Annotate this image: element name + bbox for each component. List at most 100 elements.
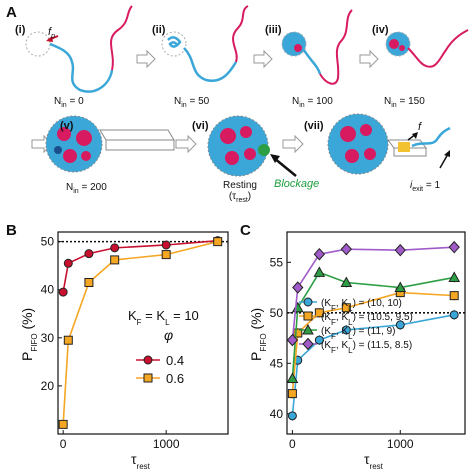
x-tick-label: 0: [60, 437, 67, 451]
legend-marker: [143, 373, 153, 383]
force-label: f: [418, 121, 422, 133]
data-point: [286, 372, 299, 383]
iexit-label: iexit = 1: [410, 180, 441, 193]
x-axis-label: τrest: [131, 451, 151, 471]
data-point: [110, 243, 120, 253]
series-line: [291, 271, 455, 379]
blockage-label: Blockage: [274, 178, 320, 190]
fp-label: fp: [48, 26, 55, 41]
y-tick-label: 20: [41, 379, 55, 393]
panel-a-letter: A: [6, 4, 17, 21]
nin-label-ii: Nin = 50: [174, 96, 210, 109]
panel-c-letter: C: [240, 222, 251, 239]
x-tick-label: 0: [289, 437, 296, 451]
polymer-step-vi: [207, 115, 297, 177]
data-point: [313, 247, 326, 261]
legend-label: (KF, KL) = (10, 10): [321, 298, 402, 313]
legend-entry-0: (KF, KL) = (10, 10): [299, 297, 402, 313]
series-0: [287, 309, 459, 421]
data-point: [395, 320, 405, 330]
plot-frame: [286, 231, 466, 435]
polymer-step-iii: [281, 9, 353, 85]
data-point: [341, 325, 351, 335]
data-point: [161, 250, 171, 260]
legend-title: φ: [164, 327, 173, 343]
legend-entry-1: (KF, KL) = (10.5, 9.5): [299, 311, 413, 327]
data-point: [314, 335, 324, 345]
step-iv-label: (iv): [372, 24, 389, 36]
legend-label: 0.6: [166, 371, 184, 386]
legend-entry-0: 0.4: [136, 353, 184, 368]
series-1: [58, 237, 223, 429]
arrow-5: [175, 134, 197, 154]
series-line: [291, 291, 455, 394]
polymer-step-v: [45, 115, 175, 173]
arrow-1: [136, 49, 156, 69]
data-point: [58, 287, 68, 297]
data-point: [287, 389, 297, 399]
polymer-step-ii: [161, 5, 249, 83]
y-tick-label: 40: [270, 407, 284, 421]
data-point: [63, 335, 73, 345]
step-vii-label: (vii): [304, 120, 324, 132]
step-ii-label: (ii): [152, 24, 166, 36]
data-point: [448, 240, 460, 254]
resting-label: Resting (τrest): [223, 180, 257, 204]
data-point: [291, 301, 304, 313]
y-axis-label: PFIFO (%): [248, 308, 268, 361]
step-iii-label: (iii): [265, 24, 282, 36]
legend-label: 0.4: [166, 353, 184, 368]
data-point: [341, 303, 351, 313]
data-point: [313, 266, 326, 277]
legend-marker: [302, 337, 314, 351]
data-point: [394, 243, 406, 257]
nin-label-i: Nin = 0: [54, 96, 84, 109]
data-point: [292, 281, 304, 294]
data-point: [340, 242, 353, 256]
y-tick-label: 40: [41, 283, 55, 297]
step-vi-label: (vi): [192, 120, 209, 132]
data-point: [448, 271, 461, 282]
legend-label: (KF, KL) = (10.5, 9.5): [321, 312, 413, 327]
data-point: [58, 419, 68, 429]
arrow-3: [359, 49, 379, 69]
data-point: [449, 310, 459, 320]
series-3: [286, 240, 460, 347]
legend-marker: [303, 311, 313, 321]
nin-label-iv: Nin = 150: [384, 96, 425, 109]
arrow-6: [282, 134, 304, 154]
legend-label: (KF, KL) = (11, 9): [321, 326, 395, 341]
series-0: [58, 236, 223, 297]
kf-kl-annotation: KF = KL = 10: [128, 308, 199, 327]
y-tick-label: 50: [270, 306, 284, 320]
y-tick-label: 45: [270, 356, 284, 370]
data-point: [84, 278, 94, 287]
data-point: [449, 291, 459, 301]
series-line: [291, 314, 455, 416]
legend-entry-2: (KF, KL) = (11, 9): [299, 323, 395, 341]
panel-a-illustration: [25, 5, 469, 177]
legend-marker: [303, 297, 313, 307]
data-point: [394, 281, 407, 293]
legend-entry-1: 0.6: [136, 371, 184, 386]
legend-marker: [302, 323, 314, 335]
plot-frame: [57, 231, 229, 435]
x-axis-label: τrest: [364, 451, 384, 471]
data-point: [63, 258, 73, 268]
polymer-step-i: [25, 5, 133, 93]
data-point: [340, 276, 353, 287]
nin-label-iii: Nin = 100: [292, 96, 333, 109]
data-point: [161, 240, 171, 250]
series-line: [62, 239, 218, 293]
panel-b-letter: B: [6, 222, 17, 239]
y-tick-label: 55: [270, 255, 284, 269]
polymer-step-iv: [385, 29, 469, 68]
data-point: [213, 237, 223, 247]
y-tick-label: 30: [41, 331, 55, 345]
step-v-label: (v): [60, 120, 74, 132]
x-tick-label: 1000: [387, 437, 414, 451]
polymer-step-vii: [327, 113, 451, 175]
y-tick-label: 50: [41, 235, 55, 249]
